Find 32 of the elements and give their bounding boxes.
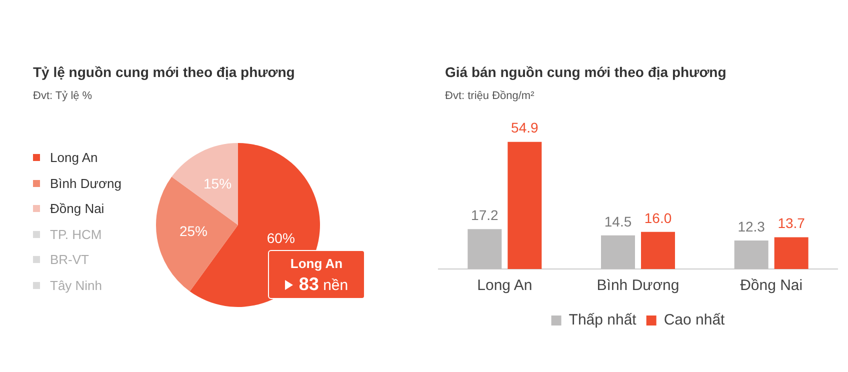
chart-title: Tỷ lệ nguồn cung mới theo địa phương [33, 64, 295, 80]
chart-subtitle: Đvt: Tỷ lệ % [33, 90, 92, 102]
bar [734, 240, 768, 269]
data-label: 12.3 [738, 218, 766, 234]
data-label: 16.0 [644, 210, 672, 226]
data-label: 15% [204, 176, 232, 192]
legend-label: TP. HCM [49, 226, 103, 244]
chart-title: Giá bán nguồn cung mới theo địa phương [445, 64, 726, 80]
x-tick-label: Long An [477, 277, 532, 294]
legend-label: BR-VT [49, 251, 90, 270]
bar [601, 235, 635, 269]
data-label: 17.2 [471, 207, 499, 224]
legend-label: Đồng Nai [49, 200, 106, 218]
text: 83 nền [298, 274, 348, 295]
chart-subtitle: Đvt: triệu Đồng/m² [445, 90, 534, 102]
legend-label: Bình Dương [49, 174, 122, 193]
bar [641, 232, 675, 269]
legend-label: Tây Ninh [49, 276, 104, 295]
data-label: 60% [266, 230, 295, 246]
legend-label: Cao nhất [664, 312, 726, 329]
data-label: 13.7 [778, 215, 806, 232]
x-tick-label: Bình Dương [596, 277, 680, 294]
bar [468, 229, 502, 269]
data-label: 14.5 [604, 213, 632, 230]
data-label: 54.9 [511, 120, 539, 136]
legend-label: Long An [49, 149, 99, 168]
bar [774, 237, 808, 269]
data-label: 25% [179, 222, 208, 239]
x-tick-label: Đồng Nai [740, 277, 803, 294]
legend-label: Thấp nhất [568, 312, 638, 329]
bar [508, 142, 542, 269]
text: Long An [289, 256, 344, 271]
